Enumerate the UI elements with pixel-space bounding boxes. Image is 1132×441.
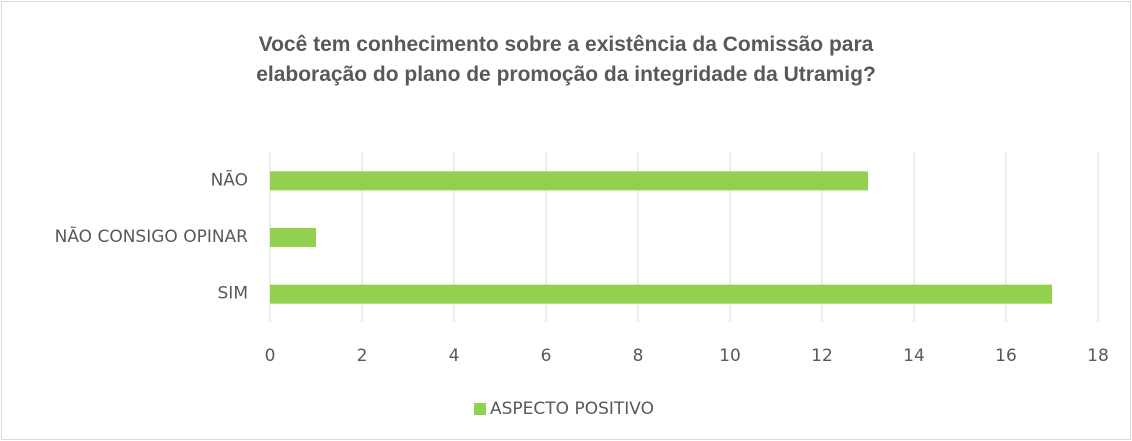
bar: [270, 171, 868, 191]
bar: [270, 284, 1052, 304]
x-tick-label: 10: [719, 346, 741, 366]
y-tick-label: NÃO CONSIGO OPINAR: [55, 225, 249, 247]
y-tick-label: SIM: [218, 284, 248, 304]
x-tick-label: 8: [633, 346, 644, 366]
x-tick-label: 0: [265, 346, 276, 366]
x-tick-label: 4: [449, 346, 460, 366]
x-tick-label: 12: [811, 346, 833, 366]
x-tick-label: 2: [357, 346, 368, 366]
x-tick-label: 16: [995, 346, 1017, 366]
chart-title: Você tem conhecimento sobre a existência…: [256, 33, 876, 86]
x-tick-label: 14: [903, 346, 925, 366]
y-tick-label: NÃO: [211, 168, 248, 190]
bar: [270, 228, 316, 247]
x-tick-label: 6: [541, 346, 552, 366]
legend-swatch: [474, 403, 486, 415]
x-tick-label: 18: [1087, 346, 1109, 366]
legend-label: ASPECTO POSITIVO: [490, 399, 654, 419]
